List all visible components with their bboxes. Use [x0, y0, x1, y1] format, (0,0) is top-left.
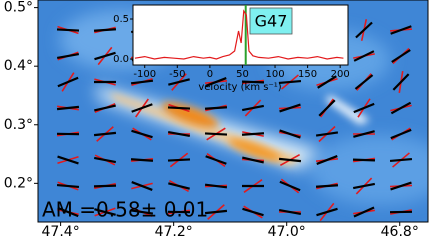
inset-label: G47: [255, 12, 288, 31]
vector: [353, 160, 375, 161]
y-tick-label: 0.5°: [4, 0, 33, 16]
inset-x-tick-label: 50: [236, 69, 249, 80]
y-tick-label: 0.3°: [4, 117, 33, 133]
x-tick-label: 47.4°: [42, 224, 80, 240]
y-tick-label: 0.4°: [4, 58, 33, 74]
annotation: AM =0.58± 0.01: [42, 198, 208, 222]
x-tick-label: 47.2°: [155, 224, 193, 240]
vector: [57, 29, 79, 30]
x-tick-label: 46.8°: [381, 224, 419, 240]
inset-x-tick-label: 200: [331, 69, 350, 80]
inset-x-tick-label: -50: [169, 69, 185, 80]
inset-x-tick-label: -100: [133, 69, 156, 80]
inset-x-tick-label: 150: [298, 69, 317, 80]
vector: [205, 133, 227, 134]
inset-x-axis-label: velocity (km s⁻¹): [198, 82, 281, 93]
vector: [94, 29, 116, 31]
vector: [205, 107, 227, 109]
vector: [131, 159, 153, 161]
inset-x-tick-label: 100: [265, 69, 284, 80]
inset-y-tick-label: 0.0: [113, 54, 129, 65]
vector: [168, 107, 190, 108]
vector: [168, 159, 190, 160]
inset-y-tick-label: 0.5: [113, 14, 129, 25]
vector: [242, 133, 264, 135]
inset-x-tick-label: 0: [207, 69, 213, 80]
x-tick-label: 47.0°: [268, 224, 306, 240]
inset-frame: [133, 5, 348, 65]
vector: [94, 186, 116, 187]
vector: [316, 185, 338, 187]
y-tick-label: 0.2°: [4, 175, 33, 191]
